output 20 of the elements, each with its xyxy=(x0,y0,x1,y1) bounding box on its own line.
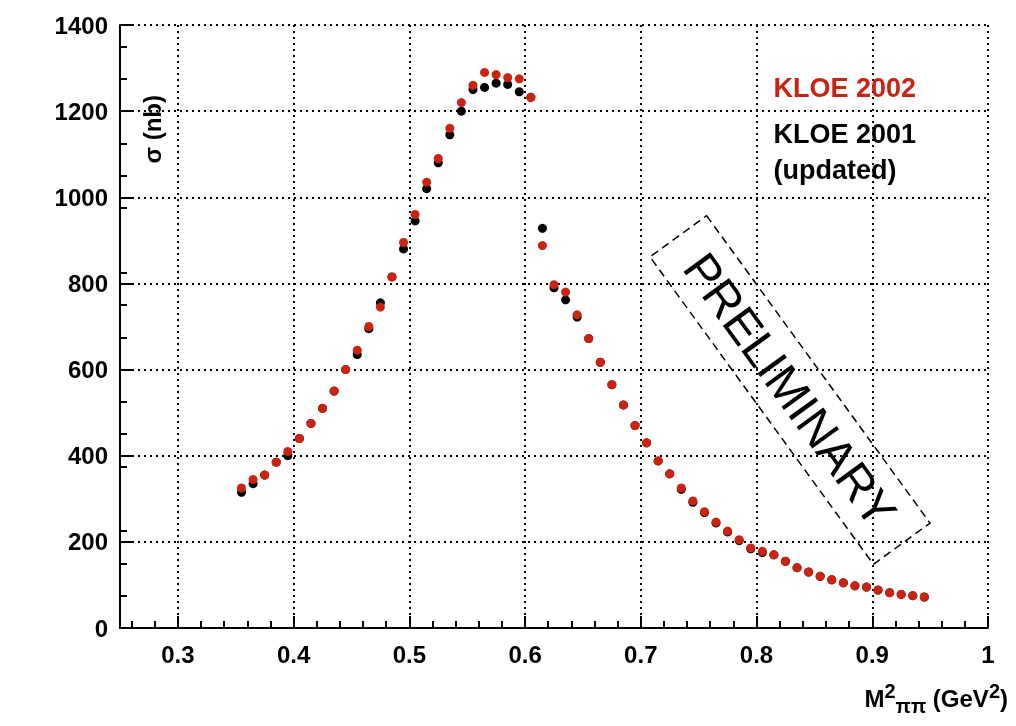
x-tick-label: 0.9 xyxy=(855,640,889,668)
x-tick-label: 0.7 xyxy=(624,640,658,668)
x-tick-label: 0.5 xyxy=(392,640,427,668)
y-tick-label: 1400 xyxy=(54,11,108,39)
y-tick-label: 800 xyxy=(67,269,108,297)
x-tick-label: 0.3 xyxy=(161,640,195,668)
y-tick-label: 0 xyxy=(94,614,108,642)
x-tick-label: 0.4 xyxy=(276,640,311,668)
y-tick-label: 200 xyxy=(67,528,108,556)
y-tick-label: 400 xyxy=(67,442,108,470)
y-tick-label: 1000 xyxy=(54,183,108,211)
text: KLOE 2001 (updated) xyxy=(773,119,917,185)
x-tick-label: 1 xyxy=(981,640,995,668)
y-axis-title: σ (nb) xyxy=(138,95,166,164)
x-tick-label: 0.8 xyxy=(739,640,774,668)
y-tick-label: 1200 xyxy=(54,97,108,125)
x-axis-title: M$^{2}$$_{ππ}$ (GeV$^{2}$) xyxy=(864,680,1008,718)
text: KLOE 2002 xyxy=(773,73,917,103)
x-tick-label: 0.6 xyxy=(508,640,542,668)
y-tick-label: 600 xyxy=(67,356,108,384)
